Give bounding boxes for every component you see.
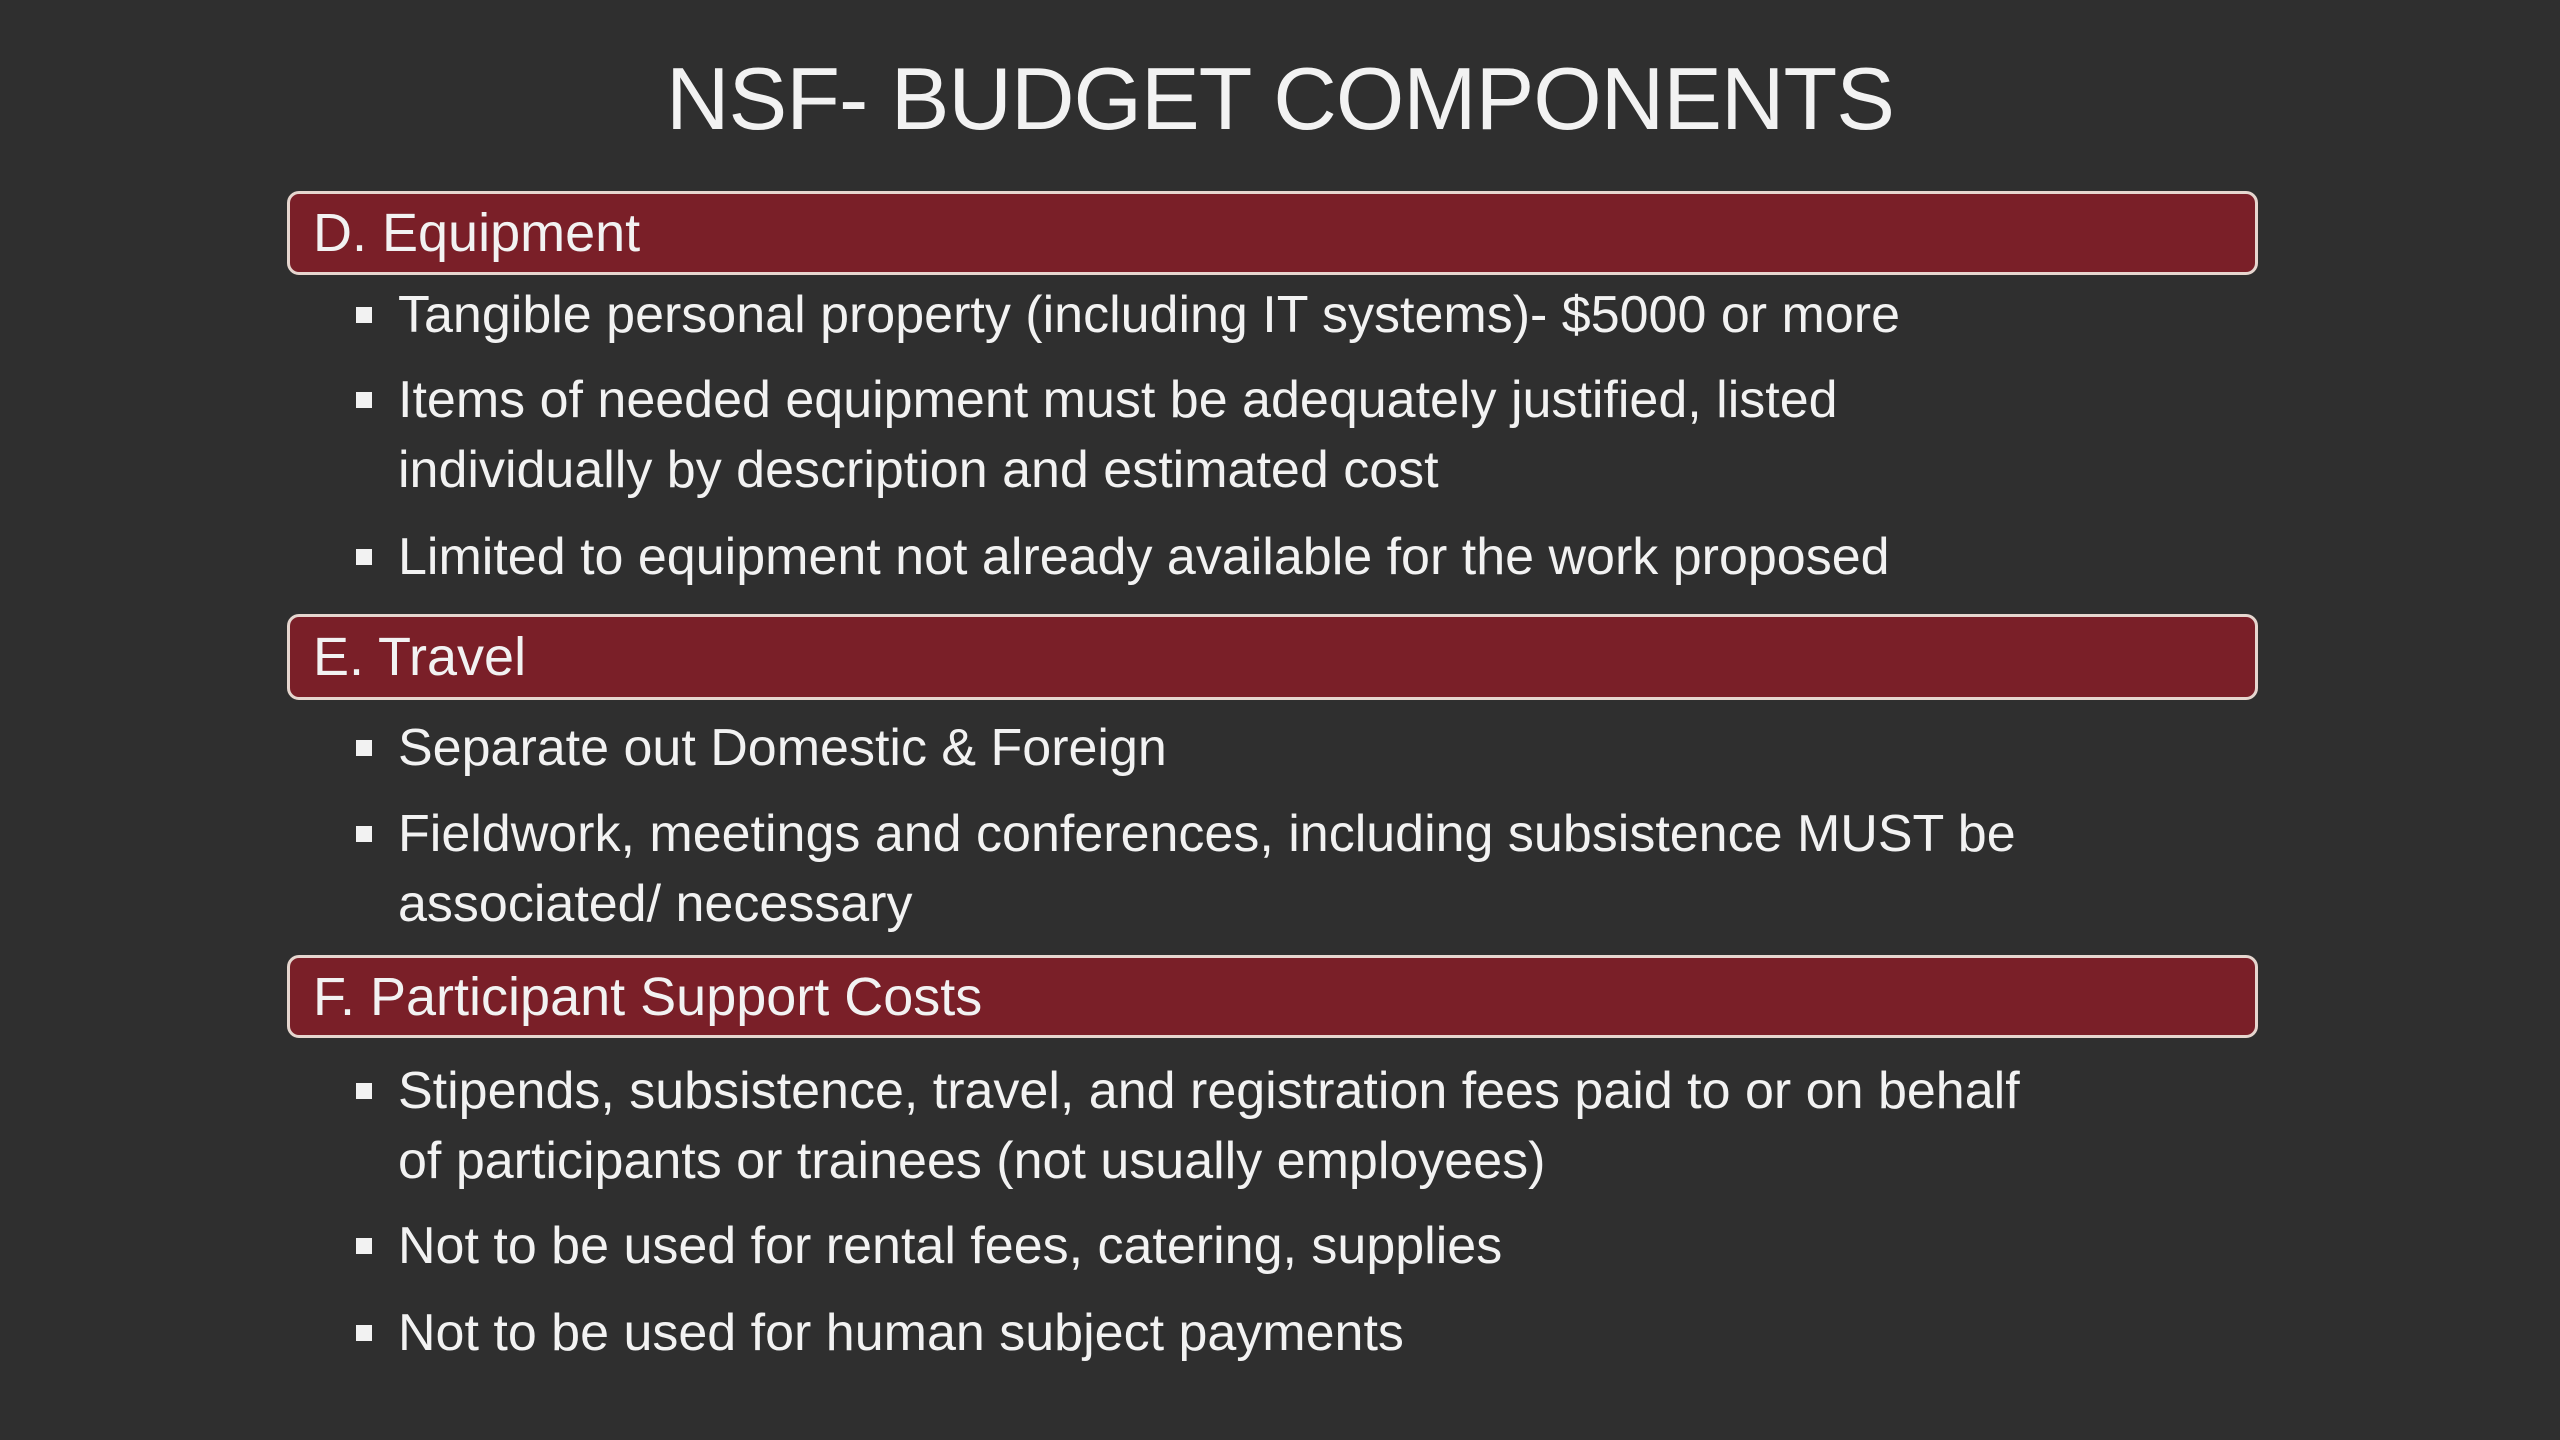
list-item: Fieldwork, meetings and conferences, inc… [356,799,2258,939]
item-line: Not to be used for human subject payment… [398,1304,1404,1362]
square-bullet-icon [356,1238,372,1254]
item-line: Limited to equipment not already availab… [398,528,1890,586]
square-bullet-icon [356,392,372,408]
list-item: Not to be used for rental fees, catering… [356,1211,2258,1281]
section-header-participant-support: F. Participant Support Costs [287,955,2258,1038]
item-line: associated/ necessary [398,875,913,933]
list-item: Stipends, subsistence, travel, and regis… [356,1056,2258,1196]
square-bullet-icon [356,549,372,565]
item-line: Items of needed equipment must be adequa… [398,371,1838,429]
square-bullet-icon [356,1083,372,1099]
square-bullet-icon [356,826,372,842]
item-line: Stipends, subsistence, travel, and regis… [398,1062,2020,1120]
list-item: Separate out Domestic & Foreign [356,713,2258,783]
item-line: individually by description and estimate… [398,441,1439,499]
list-item: Limited to equipment not already availab… [356,522,2258,592]
list-item: Not to be used for human subject payment… [356,1298,2258,1368]
list-item: Items of needed equipment must be adequa… [356,365,2258,505]
item-line: Tangible personal property (including IT… [398,286,1900,344]
list-item: Tangible personal property (including IT… [356,280,2258,350]
slide-title: NSF- BUDGET COMPONENTS [665,49,1895,148]
section-header-equipment: D. Equipment [287,191,2258,275]
section-header-travel: E. Travel [287,614,2258,700]
square-bullet-icon [356,740,372,756]
square-bullet-icon [356,1325,372,1341]
item-line: Not to be used for rental fees, catering… [398,1217,1503,1275]
square-bullet-icon [356,307,372,323]
item-line: Separate out Domestic & Foreign [398,719,1167,777]
item-line: Fieldwork, meetings and conferences, inc… [398,805,2016,863]
item-line: of participants or trainees (not usually… [398,1132,1546,1190]
